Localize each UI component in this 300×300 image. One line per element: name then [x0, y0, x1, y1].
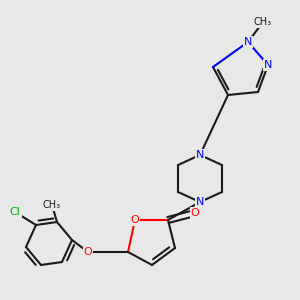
Text: N: N [196, 150, 204, 160]
Text: O: O [130, 215, 140, 225]
Text: N: N [196, 197, 204, 207]
Text: CH₃: CH₃ [43, 200, 61, 210]
Text: N: N [244, 37, 252, 47]
Text: O: O [190, 208, 200, 218]
Text: N: N [264, 60, 272, 70]
Text: O: O [84, 247, 92, 257]
Text: Cl: Cl [10, 207, 20, 217]
Text: CH₃: CH₃ [254, 17, 272, 27]
